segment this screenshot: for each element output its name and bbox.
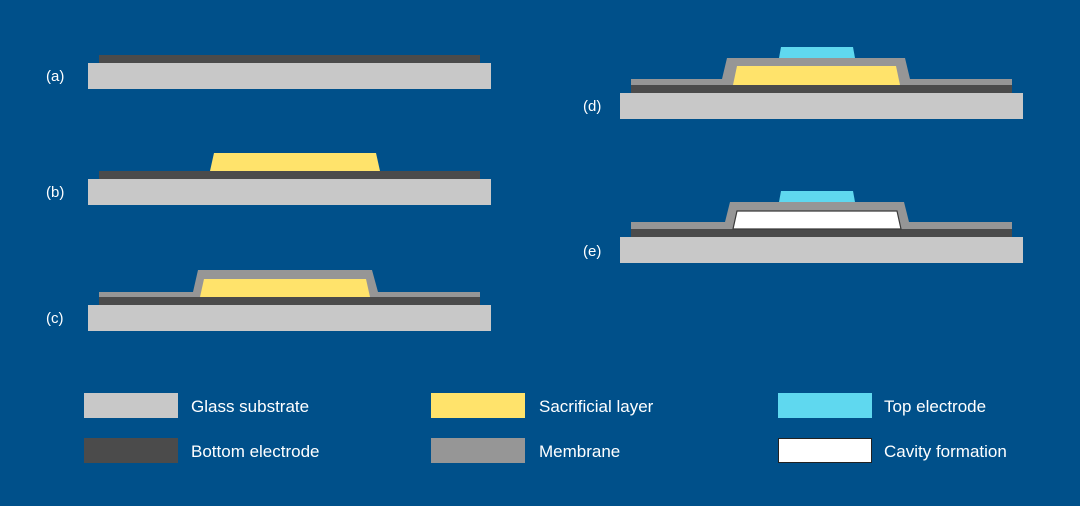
top-electrode (779, 47, 855, 58)
bottom-electrode (631, 229, 1012, 237)
glass-substrate (88, 63, 491, 89)
legend-label-glass-substrate: Glass substrate (191, 397, 309, 416)
legend-swatch-cavity-formation (778, 438, 872, 463)
legend-swatch-glass-substrate (84, 393, 178, 418)
step-c: (c) (46, 270, 491, 331)
legend-swatch-bottom-electrode (84, 438, 178, 463)
step-a: (a) (46, 55, 491, 89)
step-b: (b) (46, 153, 491, 205)
step-e: (e) (583, 191, 1023, 263)
bottom-electrode (99, 55, 480, 63)
sacrificial-layer (210, 153, 380, 171)
legend-label-cavity-formation: Cavity formation (884, 442, 1007, 461)
bottom-electrode (99, 171, 480, 179)
legend-swatch-top-electrode (778, 393, 872, 418)
sacrificial-layer (733, 66, 900, 85)
bottom-electrode (99, 297, 480, 305)
step-b-label: (b) (46, 184, 64, 201)
step-c-label: (c) (46, 310, 64, 327)
sacrificial-layer (200, 279, 370, 297)
legend-label-membrane: Membrane (539, 442, 620, 461)
legend-label-sacrificial-layer: Sacrificial layer (539, 397, 654, 416)
glass-substrate (620, 93, 1023, 119)
cavity (732, 210, 902, 230)
glass-substrate (88, 179, 491, 205)
glass-substrate (88, 305, 491, 331)
top-electrode (779, 191, 855, 202)
step-e-label: (e) (583, 243, 601, 260)
bottom-electrode (631, 85, 1012, 93)
step-d: (d) (583, 47, 1023, 119)
legend-swatch-sacrificial-layer (431, 393, 525, 418)
legend-label-top-electrode: Top electrode (884, 397, 986, 416)
legend-swatch-membrane (431, 438, 525, 463)
glass-substrate (620, 237, 1023, 263)
legend: Glass substrate Sacrificial layer Top el… (84, 393, 1007, 463)
step-d-label: (d) (583, 98, 601, 115)
step-a-label: (a) (46, 68, 64, 85)
legend-label-bottom-electrode: Bottom electrode (191, 442, 320, 461)
